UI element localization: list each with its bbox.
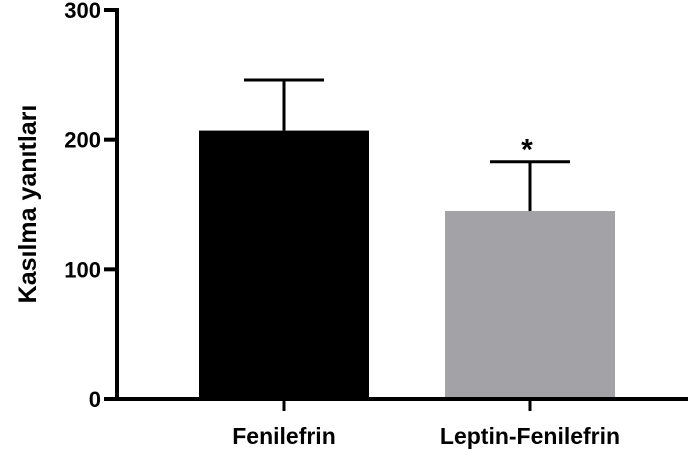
bar [445,210,615,399]
y-tick-label: 100 [64,257,101,282]
significance-marker: * [521,134,533,167]
x-tick-label: Leptin-Fenilefrin [440,423,620,449]
error-bars [244,78,570,211]
y-axis-label: Kasılma yanıtları [14,105,42,304]
y-tick-label: 300 [64,0,101,23]
y-tick-label: 200 [64,128,101,153]
y-axis-ticks: 0 100 200 300 [64,0,117,412]
x-tick-label: Fenilefrin [232,423,336,449]
y-tick-label: 0 [89,387,101,412]
annotations: * [521,134,533,167]
bars [199,130,615,399]
x-axis-ticks: Fenilefrin Leptin-Fenilefrin [232,399,620,449]
bar [199,130,369,399]
